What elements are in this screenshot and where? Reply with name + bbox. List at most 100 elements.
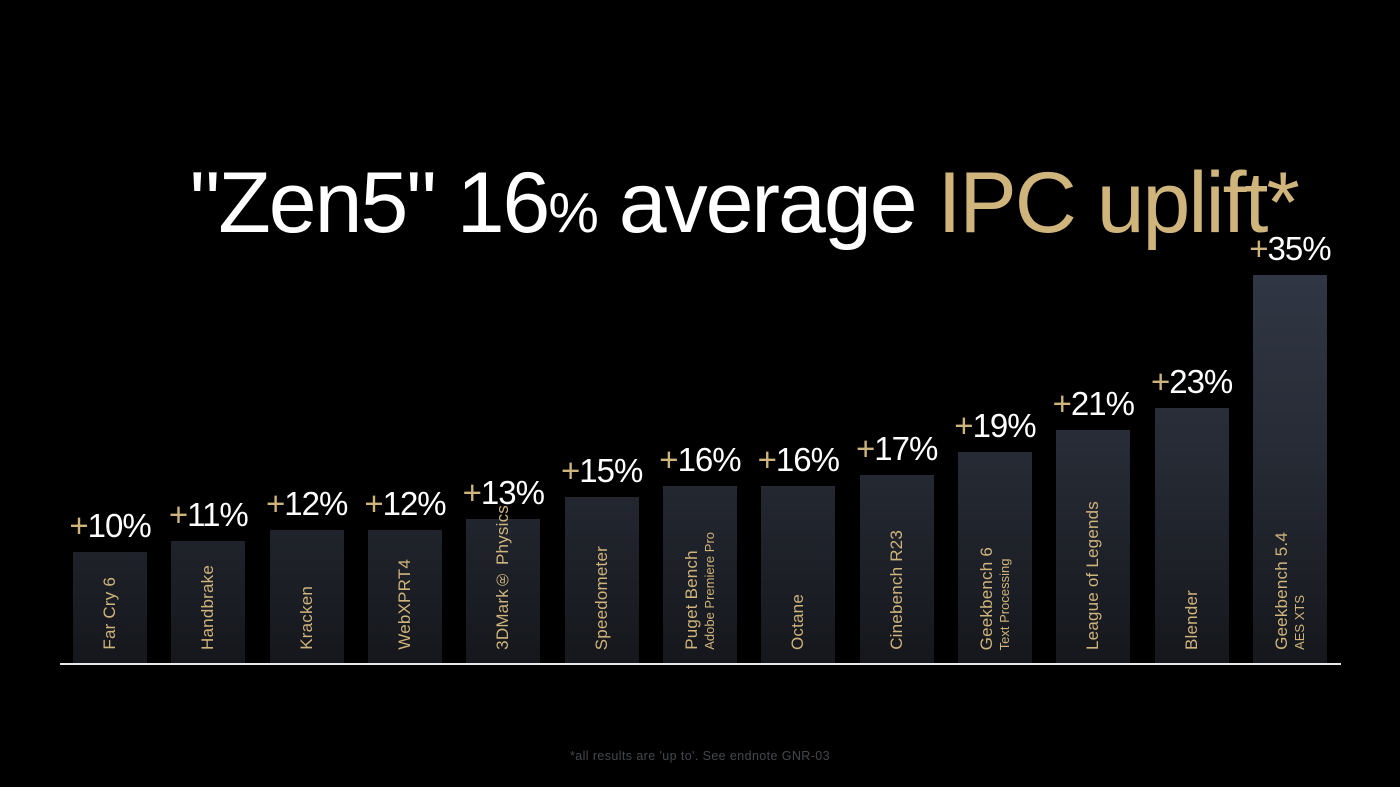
bar-label-main: Speedometer [591, 545, 611, 650]
bar-value-label: +15% [560, 452, 643, 490]
bar: Handbrake [171, 541, 246, 663]
bar-group: +23% Blender [1151, 363, 1233, 663]
bar-label-wrap: Far Cry 6 [73, 577, 147, 650]
bar-value-label: +11% [168, 496, 249, 534]
bar-label-wrap: Cinebench R23 [860, 530, 934, 650]
bar-value-label: +16% [757, 441, 840, 479]
bar-group: +16% Octane [758, 441, 840, 663]
bar-label-wrap: 3DMark® Physics [466, 505, 540, 650]
bar-value-label: +21% [1052, 385, 1135, 423]
bar-label-main: Octane [788, 593, 808, 650]
plus-sign: + [855, 430, 875, 467]
bar-label-main: Geekbench 5.4 [1271, 532, 1291, 650]
bar-category-label: Octane [788, 594, 808, 650]
bar-group: +35% Geekbench 5.4 AES XTS [1249, 230, 1332, 663]
bar-group: +12% Kracken [266, 485, 348, 663]
bar-label-main: WebXPRT4 [394, 559, 414, 650]
plus-sign: + [1150, 363, 1170, 400]
bar-value-label: +23% [1150, 363, 1233, 401]
bar-label-main: Handbrake [198, 565, 218, 650]
value-number: 11% [187, 496, 249, 533]
bar-label-sub: Adobe Premiere Pro [701, 532, 717, 650]
value-number: 16% [677, 441, 742, 478]
bar-value-label: +10% [69, 507, 152, 545]
bar-category-label: Speedometer [592, 546, 612, 650]
bar-category-label: Kracken [297, 586, 317, 650]
bar-category-label: Geekbench 6 Text Processing [977, 547, 1013, 650]
bar: Octane [761, 486, 836, 663]
plus-sign: + [69, 507, 88, 544]
value-number: 13% [480, 474, 545, 511]
bar-value-label: +12% [266, 485, 348, 523]
bar-label-main: Blender [1181, 590, 1201, 650]
bar: Geekbench 6 Text Processing [957, 452, 1032, 663]
bar-label-wrap: Geekbench 5.4 AES XTS [1253, 532, 1327, 650]
footnote: *all results are 'up to'. See endnote GN… [569, 749, 830, 763]
bar-category-label: Far Cry 6 [100, 577, 120, 650]
x-axis-baseline [60, 663, 1341, 665]
plus-sign: + [1249, 230, 1268, 267]
bar-value-label: +19% [954, 407, 1037, 445]
title-percent-sign: % [548, 182, 598, 245]
bar: Speedometer [564, 497, 639, 663]
bar-group: +12% WebXPRT4 [364, 485, 447, 663]
plus-sign: + [1052, 385, 1072, 422]
bar-group: +13% 3DMark® Physics [462, 474, 545, 663]
plus-sign: + [659, 441, 678, 478]
bar-group: +10% Far Cry 6 [69, 507, 152, 663]
bar-category-label: Blender [1182, 590, 1202, 650]
bar-label-main: League of Legends [1083, 501, 1103, 650]
bar-value-label: +12% [364, 485, 447, 523]
bar-group: +15% Speedometer [561, 452, 643, 663]
bar: League of Legends [1056, 430, 1131, 663]
plus-sign: + [462, 474, 482, 511]
value-number: 19% [972, 407, 1037, 444]
bar-value-label: +17% [855, 430, 938, 468]
value-number: 10% [87, 507, 152, 544]
bar-label-main: Puget Bench [681, 550, 701, 650]
bar-group: +19% Geekbench 6 Text Processing [954, 407, 1037, 663]
bar-label-wrap: Blender [1155, 590, 1229, 650]
bar: Cinebench R23 [859, 475, 934, 663]
title-text-white-a: "Zen5" 16 [189, 155, 551, 251]
plus-sign: + [757, 441, 777, 478]
bar-category-label: 3DMark® Physics [493, 505, 513, 650]
value-number: 21% [1070, 385, 1135, 422]
bar: WebXPRT4 [367, 530, 442, 663]
slide-title: "Zen5" 16% average IPC uplift* [0, 74, 1400, 332]
bar: 3DMark® Physics [466, 505, 541, 663]
bar-value-label: +35% [1249, 230, 1332, 268]
bar-label-sub: Text Processing [996, 558, 1012, 650]
bar-category-label: Geekbench 5.4 AES XTS [1272, 532, 1308, 650]
value-number: 17% [874, 430, 938, 467]
plus-sign: + [954, 407, 973, 444]
bar-label-wrap: Kracken [270, 586, 344, 650]
bar-category-label: Cinebench R23 [887, 530, 907, 650]
bar-category-label: League of Legends [1083, 501, 1103, 650]
bar: Puget Bench Adobe Premiere Pro [662, 486, 737, 663]
plus-sign: + [168, 496, 188, 533]
bar-label-sub: AES XTS [1291, 595, 1307, 650]
bar-label-wrap: League of Legends [1056, 501, 1130, 650]
bar-label-wrap: Speedometer [565, 546, 639, 650]
bar-label-wrap: Geekbench 6 Text Processing [958, 547, 1032, 650]
value-number: 12% [284, 485, 348, 522]
title-text-white-b: average [596, 155, 938, 251]
bar: Geekbench 5.4 AES XTS [1252, 275, 1327, 663]
bar-group: +16% Puget Bench Adobe Premiere Pro [659, 441, 742, 663]
bar-label-main: Cinebench R23 [886, 530, 906, 650]
bar-value-label: +16% [659, 441, 742, 479]
value-number: 16% [775, 441, 840, 478]
value-number: 23% [1169, 363, 1233, 400]
value-number: 35% [1267, 230, 1332, 267]
plus-sign: + [560, 452, 580, 489]
title-text-gold: IPC uplift* [937, 155, 1299, 251]
bar: Kracken [269, 530, 344, 663]
value-number: 12% [382, 485, 447, 522]
bar-label-main: Far Cry 6 [100, 577, 119, 650]
bars-row: +10% Far Cry 6 +11% Handbrake +12% Kracken +12… [69, 228, 1332, 663]
value-number: 15% [579, 452, 643, 489]
bar-label-wrap: WebXPRT4 [368, 559, 442, 650]
bar-category-label: Handbrake [198, 565, 218, 650]
bar-group: +17% Cinebench R23 [856, 430, 938, 663]
